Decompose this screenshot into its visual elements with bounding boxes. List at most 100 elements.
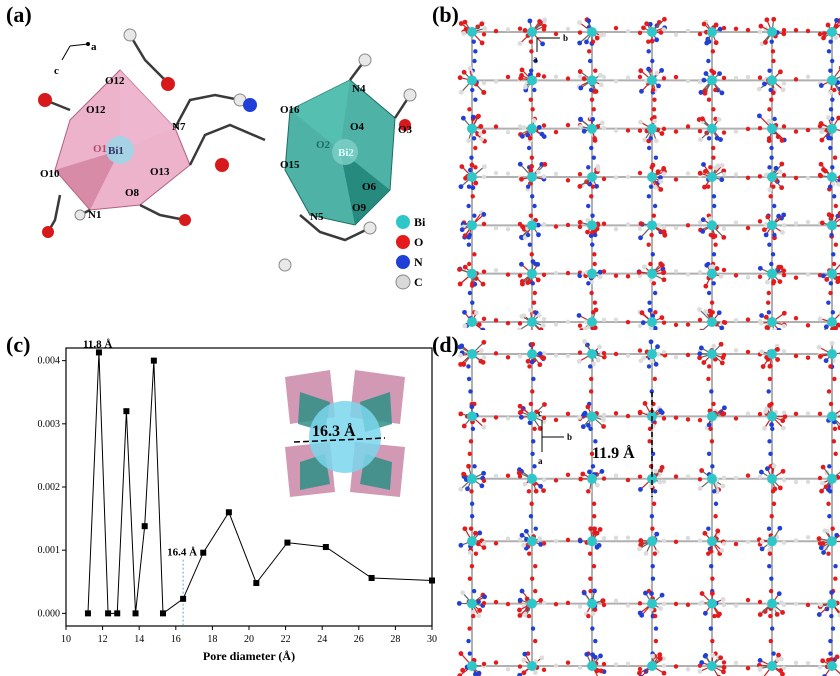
- svg-text:Bi1: Bi1: [108, 145, 124, 157]
- x-tick-label: 12: [98, 634, 108, 645]
- bi-atom: [767, 349, 777, 359]
- bi2-polyhedron: [284, 79, 396, 226]
- bi-atom: [587, 123, 597, 134]
- chart-axes: 16.3 Å: [272, 362, 412, 502]
- data-point: [180, 595, 187, 602]
- panel-d: (d) c b a 11.9 Å: [432, 332, 840, 676]
- data-point: [284, 539, 291, 546]
- bi-atom: [767, 268, 777, 279]
- x-tick-label: 22: [281, 634, 291, 645]
- svg-text:O3: O3: [398, 124, 413, 136]
- framework-view-b: b a: [457, 16, 840, 330]
- lattice-network: [456, 338, 840, 676]
- svg-text:N: N: [414, 255, 423, 269]
- data-point: [123, 408, 130, 415]
- bi-atom: [707, 27, 717, 37]
- bi-atom: [467, 75, 477, 86]
- x-tick-label: 14: [134, 634, 144, 645]
- bi-atom: [827, 27, 837, 37]
- atoms: [38, 28, 417, 272]
- data-point: [150, 357, 157, 364]
- data-point: [132, 610, 139, 617]
- bi-atom: [767, 27, 777, 37]
- svg-text:O4: O4: [350, 121, 365, 133]
- bi-atom: [767, 661, 777, 671]
- data-point: [225, 509, 232, 516]
- bi-atom: [467, 317, 477, 327]
- svg-text:C: C: [414, 275, 423, 289]
- bi-atom: [827, 349, 837, 359]
- data-point: [114, 610, 121, 617]
- element-legend: Bi O N C: [395, 215, 426, 290]
- bi-atom: [707, 172, 717, 182]
- axis-label-a: a: [91, 41, 97, 53]
- bi-atom: [707, 317, 717, 327]
- bi-atom: [467, 220, 477, 231]
- bi-atom: [647, 598, 657, 609]
- panel-label-b: (b): [432, 2, 459, 27]
- bi-atom: [827, 172, 837, 182]
- x-tick-label: 28: [390, 634, 400, 645]
- bi-atom: [527, 411, 537, 422]
- bi-atom: [707, 473, 717, 484]
- data-point: [429, 577, 435, 584]
- svg-text:O9: O9: [352, 202, 367, 214]
- svg-text:O1: O1: [93, 143, 107, 155]
- bi-atom: [647, 27, 657, 37]
- bi-atom: [527, 317, 537, 327]
- bi-atom: [527, 27, 537, 37]
- bi-atom: [647, 317, 657, 327]
- bi-atom: [647, 75, 657, 86]
- bi-atom: [467, 411, 477, 422]
- bi-atom: [467, 349, 477, 359]
- bi-atom: [767, 220, 777, 231]
- data-point: [159, 610, 166, 617]
- pore-size-chart: 16.3 Å 10 12 14 16 18 20 22 24 26 28 30 0.000 0.001 0…: [38, 338, 438, 663]
- bi-atom: [467, 268, 477, 279]
- svg-text:Bi2: Bi2: [338, 147, 354, 159]
- bi-atom: [527, 172, 537, 182]
- bi-atom: [587, 349, 597, 359]
- bi-atom: [647, 473, 657, 484]
- bi-atom: [707, 411, 717, 422]
- svg-text:b: b: [563, 33, 568, 43]
- svg-text:c: c: [538, 408, 542, 418]
- svg-text:a: a: [533, 54, 538, 64]
- bi-coordination-structure: a c: [38, 28, 426, 290]
- bi-atom: [587, 75, 597, 86]
- svg-text:a: a: [538, 456, 543, 466]
- bi-atom: [527, 349, 537, 359]
- y-tick-label: 0.001: [38, 545, 61, 556]
- bi-atom: [827, 536, 837, 547]
- svg-text:O15: O15: [280, 159, 300, 171]
- bi-atom: [527, 123, 537, 134]
- bi-atom: [587, 473, 597, 484]
- data-point: [200, 549, 207, 556]
- y-tick-label: 0.000: [38, 608, 61, 619]
- bi-atom: [827, 268, 837, 279]
- svg-text:O10: O10: [40, 168, 60, 180]
- bi-atom: [707, 220, 717, 231]
- annotation-pore: 16.4 Å: [167, 547, 197, 559]
- svg-text:O2: O2: [316, 139, 331, 151]
- inset-pore-structure: 16.3 Å: [272, 362, 412, 502]
- bi-atom: [467, 598, 477, 609]
- axis-label-c: c: [54, 65, 59, 77]
- inset-dimension-label: 16.3 Å: [312, 422, 356, 440]
- bi-atom: [707, 598, 717, 609]
- bi-atom: [767, 317, 777, 327]
- svg-text:O16: O16: [280, 104, 300, 116]
- data-point: [253, 580, 260, 587]
- bi-atom: [527, 268, 537, 279]
- bi-atom: [647, 661, 657, 671]
- bi-atom: [827, 598, 837, 609]
- bi-atom: [527, 598, 537, 609]
- bi-atom: [467, 661, 477, 671]
- bi-atom: [767, 598, 777, 609]
- bi-atom: [467, 473, 477, 484]
- bi-atom: [587, 661, 597, 671]
- data-point: [322, 544, 329, 551]
- panel-label-a: (a): [6, 2, 32, 27]
- bi-atom: [707, 123, 717, 134]
- data-point: [84, 610, 91, 617]
